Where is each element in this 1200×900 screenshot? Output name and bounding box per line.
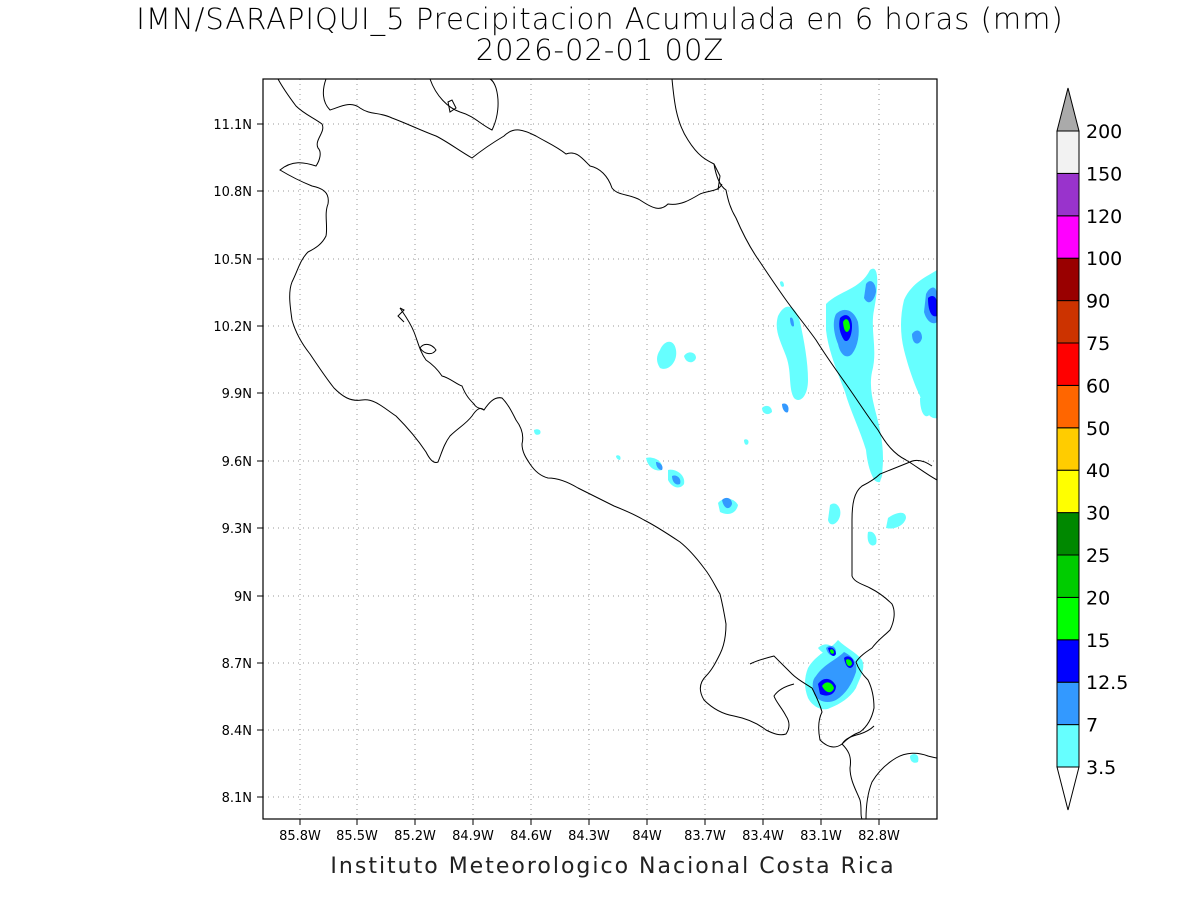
colorbar-boxes [1056, 130, 1080, 768]
map-subtitle-datetime: 2026-02-01 00Z [475, 33, 725, 67]
lon-label: 82.8W [858, 829, 900, 844]
lat-label: 10.8N [213, 185, 252, 200]
lat-label: 8.7N [222, 657, 252, 672]
longitude-labels: 85.8W 85.5W 85.2W 84.9W 84.6W 84.3W 84W … [279, 829, 900, 844]
colorbar-segment [1056, 427, 1080, 471]
colorbar-top-arrow [1056, 87, 1080, 132]
chira-island [419, 343, 437, 355]
colorbar-segment [1056, 724, 1080, 768]
caribbean-coastline [671, 78, 938, 481]
lon-label: 84W [632, 829, 662, 844]
colorbar-level-label: 60 [1086, 375, 1110, 397]
pacific-coastline-north [277, 78, 485, 463]
colorbar-segment [1056, 512, 1080, 556]
map-boundaries [277, 78, 938, 820]
colorbar-level-label: 50 [1086, 418, 1110, 440]
colorbar-level-label: 25 [1086, 545, 1110, 567]
colorbar-level-label: 90 [1086, 291, 1110, 313]
lon-label: 83.4W [742, 829, 784, 844]
map-title: IMN/SARAPIQUI_5 Precipitacion Acumulada … [136, 2, 1064, 36]
precip-intense-areas [822, 319, 852, 693]
lat-label: 10.2N [213, 320, 252, 335]
nicaragua-border-line [322, 78, 723, 209]
lat-label: 9N [234, 590, 252, 605]
colorbar-segment [1056, 342, 1080, 386]
lat-label: 8.4N [222, 724, 252, 739]
lon-label: 83.7W [684, 829, 726, 844]
lon-label: 84.3W [568, 829, 610, 844]
lon-label: 85.8W [279, 829, 321, 844]
lat-label: 8.1N [222, 791, 252, 806]
lat-label: 9.3N [222, 522, 252, 537]
latitude-labels: 11.1N 10.8N 10.5N 10.2N 9.9N 9.6N 9.3N 9… [213, 118, 252, 806]
lat-label: 10.5N [213, 253, 252, 268]
lat-label: 9.6N [222, 455, 252, 470]
colorbar-segment [1056, 130, 1080, 174]
colorbar-level-label: 7 [1086, 715, 1098, 737]
colorbar-level-label: 3.5 [1086, 757, 1116, 779]
colorbar-level-label: 200 [1086, 121, 1122, 143]
precipitation-contours [534, 268, 937, 763]
colorbar-segment [1056, 596, 1080, 641]
colorbar-segment [1056, 257, 1080, 302]
lon-label: 85.5W [336, 829, 378, 844]
map-frame [262, 78, 938, 820]
map-plot-area [263, 79, 937, 819]
colorbar-level-label: 12.5 [1086, 672, 1128, 694]
lat-label: 11.1N [213, 118, 252, 133]
colorbar-segment [1056, 469, 1080, 514]
colorbar-segment [1056, 300, 1080, 344]
lat-label: 9.9N [222, 387, 252, 402]
colorbar-segment [1056, 639, 1080, 683]
colorbar-segment [1056, 681, 1080, 726]
colorbar-level-label: 120 [1086, 206, 1122, 228]
colorbar-segment [1056, 172, 1080, 217]
colorbar-bottom-arrow [1056, 766, 1080, 811]
colorbar: 3.5 7 12.5 15 20 25 30 40 50 60 75 90 100 120 150 200 [1056, 87, 1128, 811]
colorbar-segment [1056, 215, 1080, 259]
colorbar-segment [1056, 554, 1080, 598]
colorbar-level-label: 30 [1086, 503, 1110, 525]
lon-label: 85.2W [394, 829, 436, 844]
golfo-dulce-coast [749, 459, 933, 748]
lon-label: 84.9W [452, 829, 494, 844]
footer-credit: Instituto Meteorologico Nacional Costa R… [330, 854, 896, 879]
lon-label: 84.6W [510, 829, 552, 844]
lake-shore-line [429, 78, 499, 131]
colorbar-segment [1056, 384, 1080, 429]
panama-coast [841, 743, 863, 820]
nicoya-gulf-coast [399, 307, 795, 736]
colorbar-level-label: 40 [1086, 460, 1110, 482]
colorbar-level-label: 15 [1086, 630, 1110, 652]
colorbar-level-label: 100 [1086, 248, 1122, 270]
colorbar-level-label: 20 [1086, 587, 1110, 609]
lake-island [447, 99, 457, 113]
colorbar-level-label: 75 [1086, 333, 1110, 355]
colorbar-labels: 3.5 7 12.5 15 20 25 30 40 50 60 75 90 100 120 150 200 [1086, 121, 1128, 779]
colorbar-level-label: 150 [1086, 163, 1122, 185]
lon-label: 83.1W [800, 829, 842, 844]
axis-ticks [257, 123, 880, 825]
